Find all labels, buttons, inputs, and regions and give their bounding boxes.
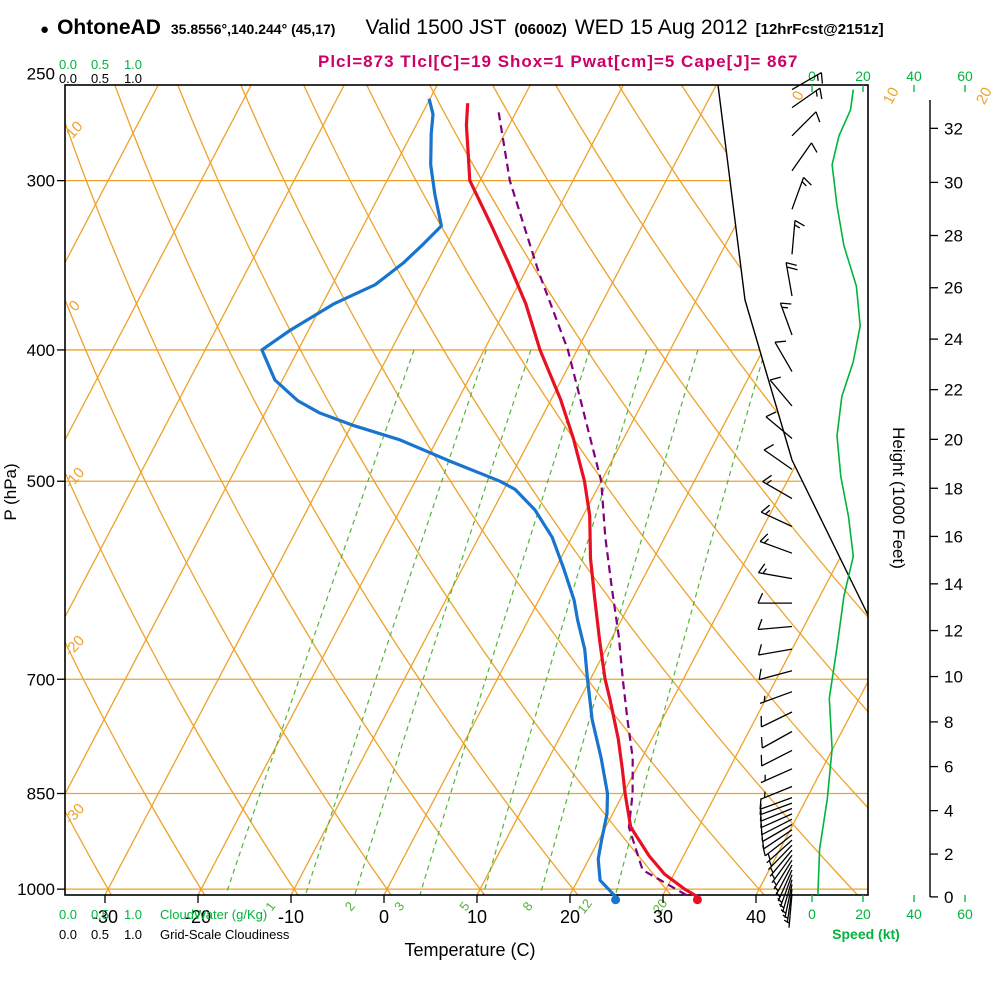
cloudwater-tick-label: 0.5	[91, 907, 109, 922]
height-tick-label: 30	[944, 173, 963, 192]
mixing-ratio-label: 2	[342, 899, 358, 914]
height-tick-label: 22	[944, 381, 963, 400]
height-axis-title: Height (1000 Feet)	[889, 427, 908, 569]
valid-date: WED 15 Aug 2012	[574, 16, 748, 39]
temp-tick-label: 20	[560, 907, 580, 927]
height-tick-label: 26	[944, 279, 963, 298]
cloudiness-tick-label: 1.0	[124, 927, 142, 942]
height-tick-label: 12	[944, 622, 963, 641]
station-coords: 35.8556°,140.244° (45,17)	[170, 21, 336, 37]
cloudiness-tick-label: 0.5	[91, 927, 109, 942]
cloudwater-axis-title: CloudWater (g/Kg)	[160, 907, 267, 922]
height-tick-label: 32	[944, 119, 963, 138]
pressure-tick-label: 850	[27, 785, 55, 804]
pressure-axis-title: P (hPa)	[1, 463, 20, 520]
temp-tick-label: -30	[92, 907, 118, 927]
dewpoint-curve	[260, 98, 617, 898]
speed-tick-label: 40	[906, 906, 922, 922]
cloudiness-axis-title: Grid-Scale Cloudiness	[160, 927, 290, 942]
mixing-ratio-label: 8	[519, 899, 535, 914]
speed-tick-label: 0	[808, 68, 816, 84]
pressure-tick-label: 250	[27, 64, 55, 83]
height-tick-label: 0	[944, 888, 953, 907]
height-tick-label: 24	[944, 330, 963, 349]
pressure-tick-label: 700	[27, 670, 55, 689]
height-tick-label: 8	[944, 713, 953, 732]
temp-tick-label: 40	[746, 907, 766, 927]
height-tick-label: 20	[944, 430, 963, 449]
surface-dewpoint-marker	[611, 895, 621, 905]
pressure-tick-label: 1000	[17, 880, 55, 899]
stability-indices: Plcl=873 Tlcl[C]=19 Shox=1 Pwat[cm]=5 Ca…	[318, 52, 799, 71]
mixing-ratio-label: 3	[391, 899, 407, 914]
temperature-curve	[464, 103, 699, 899]
frame-cut-line	[717, 84, 869, 616]
valid-time: Valid 1500 JST	[365, 16, 507, 39]
surface-temp-marker	[692, 895, 702, 905]
forecast-tag: [12hrFcst@2151z]	[755, 21, 884, 38]
skewt-grid	[65, 85, 868, 895]
temp-tick-label: -20	[185, 907, 211, 927]
plot-frame	[64, 84, 869, 896]
temp-tick-label: 30	[653, 907, 673, 927]
height-tick-label: 6	[944, 758, 953, 777]
height-tick-label: 14	[944, 575, 963, 594]
height-tick-label: 10	[944, 668, 963, 687]
chart-header: ● OhtoneAD 35.8556°,140.244° (45,17) Val…	[40, 16, 884, 40]
valid-zulu: (0600Z)	[514, 21, 567, 38]
cloudiness-tick-label: 0.0	[59, 927, 77, 942]
isotherm-label: 0	[789, 88, 808, 103]
speed-tick-label: 40	[906, 68, 922, 84]
wind-speed-profile	[817, 89, 862, 896]
cloudwater-tick-label: 1.0	[124, 907, 142, 922]
height-tick-label: 2	[944, 845, 953, 864]
isotherm-label: 10	[880, 85, 903, 108]
wind-barbs	[757, 72, 824, 928]
cloudiness-tick-label: 0.5	[91, 71, 109, 86]
speed-tick-label: 20	[855, 68, 871, 84]
pressure-tick-label: 400	[27, 341, 55, 360]
station-bullet-icon: ●	[40, 21, 50, 38]
temp-tick-label: 10	[467, 907, 487, 927]
height-tick-label: 4	[944, 802, 953, 821]
speed-axis-title: Speed (kt)	[832, 926, 900, 942]
dry-adiabat-label: 0	[66, 297, 84, 315]
station-name: OhtoneAD	[57, 16, 161, 39]
speed-tick-label: 0	[808, 906, 816, 922]
cloudiness-tick-label: 0.0	[59, 71, 77, 86]
temp-tick-label: -10	[278, 907, 304, 927]
height-tick-label: 28	[944, 227, 963, 246]
isotherm-label: 20	[973, 85, 996, 108]
pressure-tick-label: 300	[27, 172, 55, 191]
cloudwater-tick-label: 0.0	[59, 57, 77, 72]
cloudwater-tick-label: 1.0	[124, 57, 142, 72]
temp-axis-title: Temperature (C)	[404, 940, 535, 960]
dry-adiabat-label: 10	[63, 118, 87, 142]
speed-tick-label: 60	[957, 906, 973, 922]
speed-tick-label: 20	[855, 906, 871, 922]
mixing-ratio-lines	[225, 349, 766, 895]
height-tick-label: 16	[944, 527, 963, 546]
cloudiness-tick-label: 1.0	[124, 71, 142, 86]
cloudwater-tick-label: 0.0	[59, 907, 77, 922]
temp-tick-label: 0	[379, 907, 389, 927]
cloudwater-tick-label: 0.5	[91, 57, 109, 72]
pressure-tick-label: 500	[27, 472, 55, 491]
speed-tick-label: 60	[957, 68, 973, 84]
height-tick-label: 18	[944, 479, 963, 498]
